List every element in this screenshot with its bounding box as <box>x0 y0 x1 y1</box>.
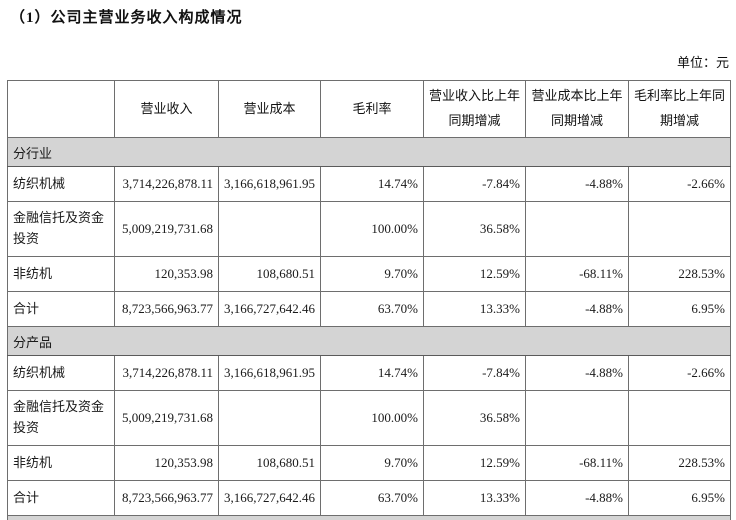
table-row: 非纺机 120,353.98 108,680.51 9.70% 12.59% -… <box>7 445 731 481</box>
margin-cell: 100.00% <box>320 390 424 446</box>
cost-change-cell <box>525 201 629 257</box>
column-header-margin-change: 毛利率比上年同期增减 <box>628 80 731 138</box>
table-row: 纺织机械 3,714,226,878.11 3,166,618,961.95 1… <box>7 166 731 202</box>
row-label-cell: 纺织机械 <box>7 166 115 202</box>
column-header-cost: 营业成本 <box>218 80 321 138</box>
row-label-cell: 合计 <box>7 480 115 516</box>
row-label-cell: 合计 <box>7 291 115 327</box>
row-label-cell: 金融信托及资金投资 <box>7 390 115 446</box>
margin-cell: 63.70% <box>320 291 424 327</box>
revenue-cell: 8,723,566,963.77 <box>114 480 219 516</box>
cost-cell: 108,680.51 <box>218 256 321 292</box>
cost-change-cell: -68.11% <box>525 445 629 481</box>
cost-change-cell: -4.88% <box>525 355 629 391</box>
section-row-by-product: 分产品 <box>7 326 731 356</box>
margin-change-cell: 6.95% <box>628 480 731 516</box>
revenue-cell: 3,714,226,878.11 <box>114 166 219 202</box>
margin-change-cell: 228.53% <box>628 445 731 481</box>
row-label-cell: 非纺机 <box>7 445 115 481</box>
revenue-change-cell: 36.58% <box>423 201 526 257</box>
table-row: 金融信托及资金投资 5,009,219,731.68 100.00% 36.58… <box>7 390 731 446</box>
column-header-corner <box>7 80 115 138</box>
revenue-cell: 5,009,219,731.68 <box>114 201 219 257</box>
cost-cell: 3,166,618,961.95 <box>218 355 321 391</box>
cost-change-cell: -4.88% <box>525 166 629 202</box>
section-label: 分行业 <box>7 137 731 167</box>
table-row-total: 合计 8,723,566,963.77 3,166,727,642.46 63.… <box>7 291 731 327</box>
margin-change-cell: 6.95% <box>628 291 731 327</box>
table-row: 纺织机械 3,714,226,878.11 3,166,618,961.95 1… <box>7 355 731 391</box>
section-row-by-industry: 分行业 <box>7 137 731 167</box>
table-row: 非纺机 120,353.98 108,680.51 9.70% 12.59% -… <box>7 256 731 292</box>
cost-change-cell: -4.88% <box>525 291 629 327</box>
revenue-cell: 3,714,226,878.11 <box>114 355 219 391</box>
column-header-revenue-change: 营业收入比上年同期增减 <box>423 80 526 138</box>
cost-change-cell: -68.11% <box>525 256 629 292</box>
margin-change-cell: -2.66% <box>628 355 731 391</box>
revenue-cell: 8,723,566,963.77 <box>114 291 219 327</box>
margin-change-cell: -2.66% <box>628 166 731 202</box>
cost-change-cell <box>525 390 629 446</box>
column-header-margin: 毛利率 <box>320 80 424 138</box>
margin-cell: 9.70% <box>320 445 424 481</box>
margin-change-cell <box>628 201 731 257</box>
table-header-row: 营业收入 营业成本 毛利率 营业收入比上年同期增减 营业成本比上年同期增减 毛利… <box>7 80 731 138</box>
margin-change-cell: 228.53% <box>628 256 731 292</box>
cost-cell: 3,166,618,961.95 <box>218 166 321 202</box>
cost-cell: 3,166,727,642.46 <box>218 291 321 327</box>
table-row-total: 合计 8,723,566,963.77 3,166,727,642.46 63.… <box>7 480 731 516</box>
cost-cell <box>218 390 321 446</box>
section-row-by-region: 分地区 <box>7 515 731 520</box>
revenue-change-cell: -7.84% <box>423 166 526 202</box>
cost-change-cell: -4.88% <box>525 480 629 516</box>
cost-cell <box>218 201 321 257</box>
row-label-cell: 纺织机械 <box>7 355 115 391</box>
revenue-cell: 120,353.98 <box>114 445 219 481</box>
margin-change-cell <box>628 390 731 446</box>
margin-cell: 9.70% <box>320 256 424 292</box>
margin-cell: 14.74% <box>320 355 424 391</box>
revenue-change-cell: 13.33% <box>423 480 526 516</box>
column-header-revenue: 营业收入 <box>114 80 219 138</box>
cost-cell: 108,680.51 <box>218 445 321 481</box>
table-row: 金融信托及资金投资 5,009,219,731.68 100.00% 36.58… <box>7 201 731 257</box>
unit-label: 单位：元 <box>676 55 729 70</box>
cost-cell: 3,166,727,642.46 <box>218 480 321 516</box>
section-label: 分地区 <box>7 515 731 520</box>
revenue-cell: 120,353.98 <box>114 256 219 292</box>
row-label-cell: 非纺机 <box>7 256 115 292</box>
revenue-change-cell: 36.58% <box>423 390 526 446</box>
section-label: 分产品 <box>7 326 731 356</box>
revenue-change-cell: 12.59% <box>423 445 526 481</box>
column-header-cost-change: 营业成本比上年同期增减 <box>525 80 629 138</box>
margin-cell: 63.70% <box>320 480 424 516</box>
revenue-change-cell: 12.59% <box>423 256 526 292</box>
margin-cell: 14.74% <box>320 166 424 202</box>
revenue-change-cell: -7.84% <box>423 355 526 391</box>
margin-cell: 100.00% <box>320 201 424 257</box>
revenue-cell: 5,009,219,731.68 <box>114 390 219 446</box>
revenue-change-cell: 13.33% <box>423 291 526 327</box>
page-title: （1）公司主营业务收入构成情况 <box>10 10 243 26</box>
revenue-composition-table: 营业收入 营业成本 毛利率 营业收入比上年同期增减 营业成本比上年同期增减 毛利… <box>7 80 731 520</box>
row-label-cell: 金融信托及资金投资 <box>7 201 115 257</box>
